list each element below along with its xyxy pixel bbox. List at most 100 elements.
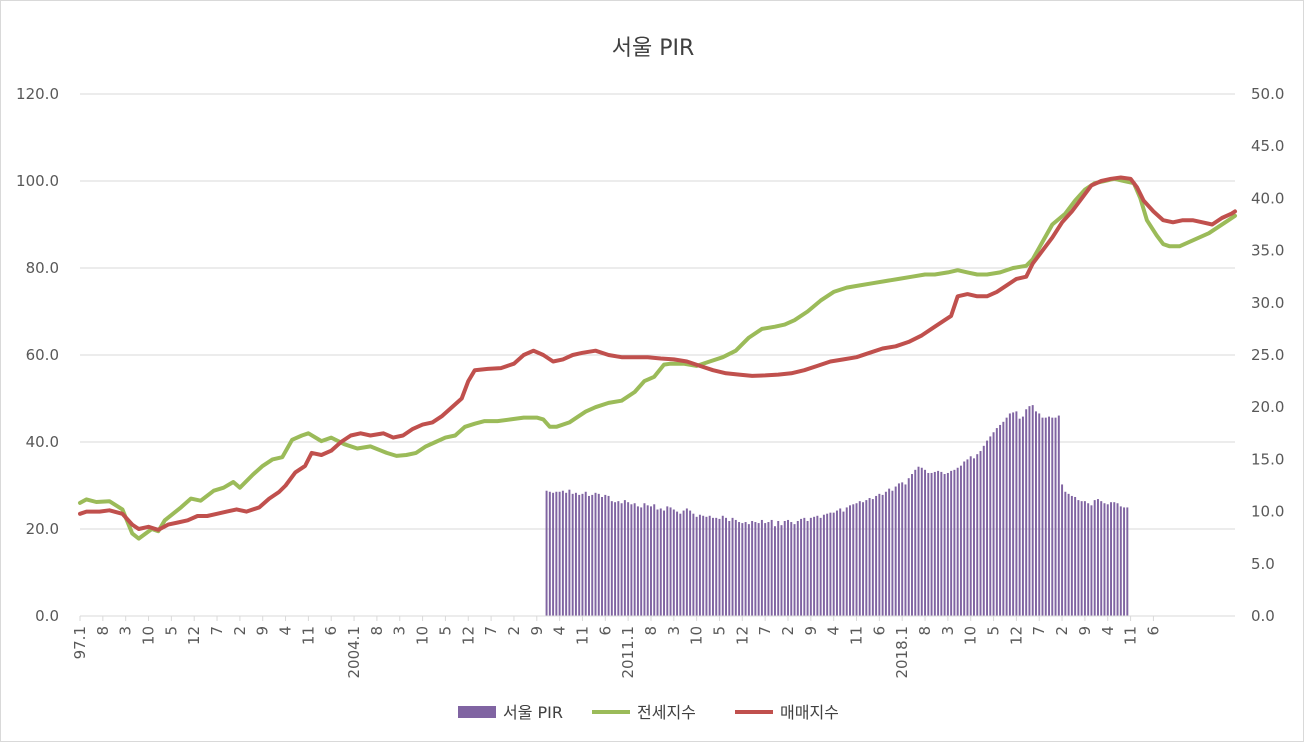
pir-bar (744, 522, 747, 616)
pir-bar (911, 474, 913, 616)
pir-bar (1083, 501, 1086, 616)
pir-bar (793, 524, 796, 616)
pir-bar (1012, 412, 1015, 616)
pir-bar (692, 513, 695, 616)
pir-bar (875, 495, 878, 616)
pir-bar (826, 513, 829, 616)
x-tick-label: 4 (1099, 626, 1117, 636)
pir-bar (1070, 495, 1073, 616)
pir-bar (711, 517, 714, 616)
pir-bar (731, 517, 734, 616)
pir-bar (734, 519, 737, 616)
legend-label-sale: 매매지수 (780, 703, 839, 722)
pir-bar (884, 491, 887, 616)
pir-bar (989, 436, 992, 616)
pir-bar (721, 515, 724, 616)
pir-bar (937, 470, 940, 616)
pir-bar (787, 519, 789, 616)
pir-bar (636, 506, 639, 616)
pir-bar (702, 515, 705, 616)
pir-bar (545, 490, 548, 616)
legend-label-pir: 서울 PIR (503, 703, 563, 722)
pir-bar (614, 502, 617, 616)
right-tick-label: 35.0 (1251, 242, 1284, 260)
pir-bar (698, 514, 701, 616)
pir-bar (548, 491, 551, 616)
pir-bar (1087, 503, 1090, 616)
pir-bar (806, 520, 809, 616)
x-tick-label: 5 (436, 626, 454, 636)
right-tick-label: 25.0 (1251, 346, 1284, 364)
x-tick-label: 7 (756, 626, 774, 636)
x-tick-label: 6 (322, 626, 340, 636)
x-tick-label: 8 (916, 626, 934, 636)
pir-bar (858, 501, 861, 616)
x-tick-label: 8 (94, 626, 112, 636)
x-tick-label: 9 (802, 626, 820, 636)
pir-bar (1110, 502, 1112, 616)
pir-bar (773, 526, 776, 616)
right-tick-label: 30.0 (1251, 294, 1284, 312)
pir-bar (871, 499, 874, 616)
pir-bar (578, 494, 581, 616)
pir-bar (832, 512, 835, 616)
pir-bar (796, 520, 799, 616)
pir-bar (767, 522, 770, 616)
pir-bar (1061, 484, 1064, 616)
pir-bar (927, 472, 930, 616)
right-tick-label: 5.0 (1251, 555, 1275, 573)
legend: 서울 PIR 전세지수 매매지수 (458, 703, 839, 722)
pir-bar (597, 493, 600, 616)
pir-bar (966, 459, 969, 616)
pir-bar (1064, 491, 1067, 616)
left-tick-label: 60.0 (26, 346, 59, 364)
pir-bar (1002, 421, 1005, 616)
pir-bar (663, 510, 666, 616)
pir-bar (610, 501, 613, 616)
x-tick-label: 5 (162, 626, 180, 636)
pir-bar (979, 451, 982, 616)
pir-bar (1123, 507, 1126, 616)
pir-bar (839, 508, 842, 616)
pir-bar (653, 504, 656, 616)
pir-bar (780, 525, 783, 616)
pir-bar (891, 490, 894, 616)
index-lines (78, 175, 1237, 541)
pir-bar (924, 469, 927, 616)
pir-bar (689, 510, 692, 616)
pir-bar (800, 518, 803, 616)
pir-bar (1008, 413, 1011, 616)
pir-bar (555, 491, 558, 616)
x-tick-label: 12 (733, 626, 751, 645)
pir-bar (852, 504, 855, 616)
x-tick-label: 11 (574, 626, 592, 645)
pir-bar (790, 522, 793, 616)
pir-bar (862, 502, 865, 616)
x-tick-label: 2004.1 (345, 626, 363, 679)
pir-bar (803, 517, 806, 616)
pir-bar (669, 507, 672, 616)
x-tick-label: 9 (254, 626, 272, 636)
x-tick-label: 2 (1053, 626, 1071, 636)
pir-bar (607, 495, 610, 616)
right-tick-label: 45.0 (1251, 137, 1284, 155)
pir-bar (976, 454, 979, 616)
pir-bar (682, 510, 685, 616)
pir-bar (659, 508, 662, 616)
x-tick-label: 12 (185, 626, 203, 645)
x-tick-label: 5 (985, 626, 1003, 636)
pir-bars (545, 405, 1129, 616)
right-tick-label: 40.0 (1251, 189, 1284, 207)
pir-bar (649, 506, 652, 616)
legend-label-jeonse: 전세지수 (637, 703, 696, 722)
right-tick-label: 10.0 (1251, 503, 1284, 521)
pir-bar (630, 504, 633, 616)
pir-bar (865, 500, 868, 616)
pir-bar (907, 478, 910, 616)
x-tick-label: 4 (551, 626, 569, 636)
x-tick-label: 2 (505, 626, 523, 636)
pir-bar (1113, 502, 1116, 616)
pir-bar (842, 511, 845, 616)
x-tick-label: 3 (939, 626, 957, 636)
